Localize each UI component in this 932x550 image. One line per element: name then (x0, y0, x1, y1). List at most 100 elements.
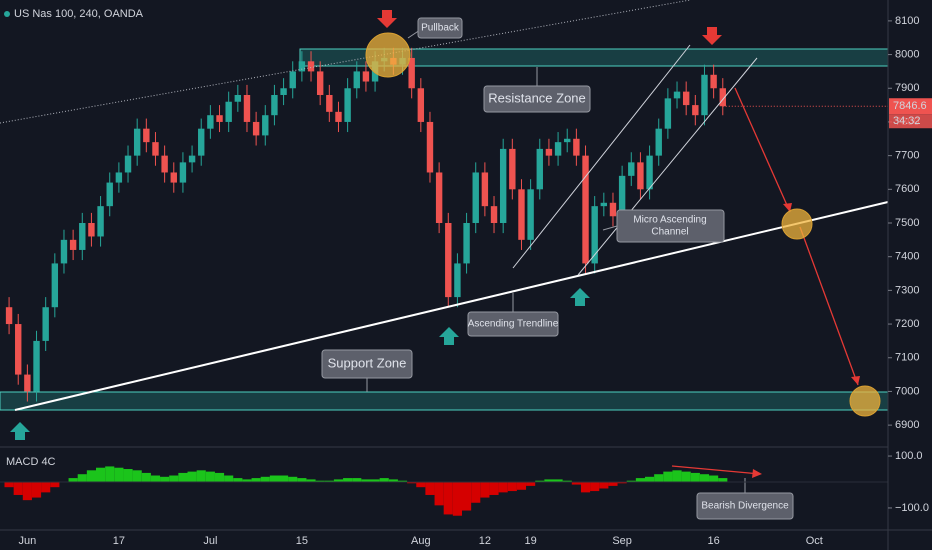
macd-bar (315, 480, 325, 482)
callout-text: Support Zone (328, 355, 407, 370)
macd-bar (590, 481, 600, 492)
macd-bar (462, 481, 472, 511)
y-tick-label: 8100 (895, 15, 919, 27)
macd-bar (580, 481, 591, 493)
axes: 6900700071007200730074007500760077007800… (19, 15, 932, 547)
candle-body (673, 91, 681, 99)
up-arrow (10, 422, 30, 440)
candle-body (655, 128, 662, 156)
projection-arrow (734, 87, 791, 213)
macd-bar (105, 466, 115, 482)
macd-bar (681, 471, 691, 482)
candle-body (527, 189, 534, 240)
candle-body (69, 239, 77, 250)
macd-bar (4, 481, 14, 488)
callout-box (417, 17, 463, 39)
macd-bar (489, 481, 499, 495)
callout-box (616, 209, 725, 243)
y-tick-label: −100.0 (895, 502, 929, 514)
macd-bar (690, 472, 700, 482)
candle-body (225, 101, 232, 122)
support-zone (0, 391, 889, 411)
status-dot (4, 11, 10, 17)
pullback-circle (365, 32, 411, 78)
macd-bar (526, 481, 536, 486)
candle-body (88, 223, 95, 237)
x-tick-label: Jun (19, 535, 37, 547)
channel-line (512, 44, 691, 269)
macd-bar (68, 478, 78, 482)
macd-bar (96, 467, 106, 482)
y-tick-label: 7000 (895, 385, 919, 397)
y-tick-label: 7400 (895, 251, 919, 263)
y-tick-label: 7700 (895, 150, 919, 162)
macd-bar (388, 479, 398, 482)
macd-bar (654, 474, 664, 482)
macd-bar (132, 470, 142, 482)
macd-bar (553, 479, 563, 482)
macd-bar (31, 481, 42, 498)
macd-bar (452, 481, 462, 516)
callout-text: Micro Ascending (633, 215, 706, 226)
y-tick-label: 7500 (895, 217, 919, 229)
callout-box (467, 311, 559, 337)
macd-bar (251, 478, 261, 482)
macd-bar (224, 475, 234, 482)
macd-bar (407, 481, 417, 484)
macd-bar (379, 478, 389, 482)
x-tick-label: Sep (612, 535, 632, 547)
channel-line (577, 57, 758, 276)
macd-bar (361, 479, 371, 482)
macd-bar (645, 476, 655, 482)
macd-bar (187, 471, 197, 482)
macd-bar (13, 481, 23, 495)
macd-bar (635, 478, 645, 482)
candle-body (115, 172, 123, 183)
candle-body (271, 94, 278, 116)
macd-bar (516, 481, 527, 490)
chart-title: US Nas 100, 240, OANDA (14, 8, 144, 20)
candle-body (307, 61, 315, 72)
callout-box (321, 349, 413, 379)
macd-bar (699, 474, 710, 482)
candle-body (637, 162, 644, 190)
candle-body (198, 128, 205, 156)
y-tick-label: 7200 (895, 318, 919, 330)
macd-bar (233, 478, 243, 482)
callout-pointer (602, 225, 618, 231)
macd-bar (397, 480, 408, 482)
candle-body (179, 162, 187, 183)
candle-body (289, 71, 296, 89)
candle-body (316, 71, 324, 95)
candle-body (481, 172, 489, 207)
candle-body (5, 307, 13, 325)
candle-body (243, 94, 251, 122)
macd-bar (370, 479, 380, 482)
target-circle (781, 208, 813, 240)
callout-text: Pullback (421, 23, 460, 34)
candle-body (454, 263, 461, 298)
x-tick-label: 15 (296, 535, 308, 547)
macd-bar (416, 481, 426, 488)
macd-bar (498, 481, 508, 493)
candle-body (646, 155, 653, 190)
y-tick-label: 7900 (895, 82, 919, 94)
candle-body (280, 88, 287, 95)
candle-body (554, 142, 562, 156)
macd-bar (352, 478, 362, 482)
candle-body (15, 324, 22, 375)
candle-body (682, 91, 690, 106)
macd-bar (544, 479, 554, 482)
macd-bar (50, 481, 60, 488)
macd-bar (22, 481, 32, 501)
macd-bar (333, 479, 344, 482)
x-tick-label: Aug (411, 535, 431, 547)
last-price-label: 7846.6 (893, 100, 927, 112)
y-tick-label: 7300 (895, 284, 919, 296)
candle-body (692, 105, 699, 116)
candle-body (664, 98, 672, 129)
candle-body (298, 61, 306, 72)
candle-body (573, 138, 580, 156)
macd-bar (288, 476, 298, 482)
x-tick-label: Jul (203, 535, 217, 547)
